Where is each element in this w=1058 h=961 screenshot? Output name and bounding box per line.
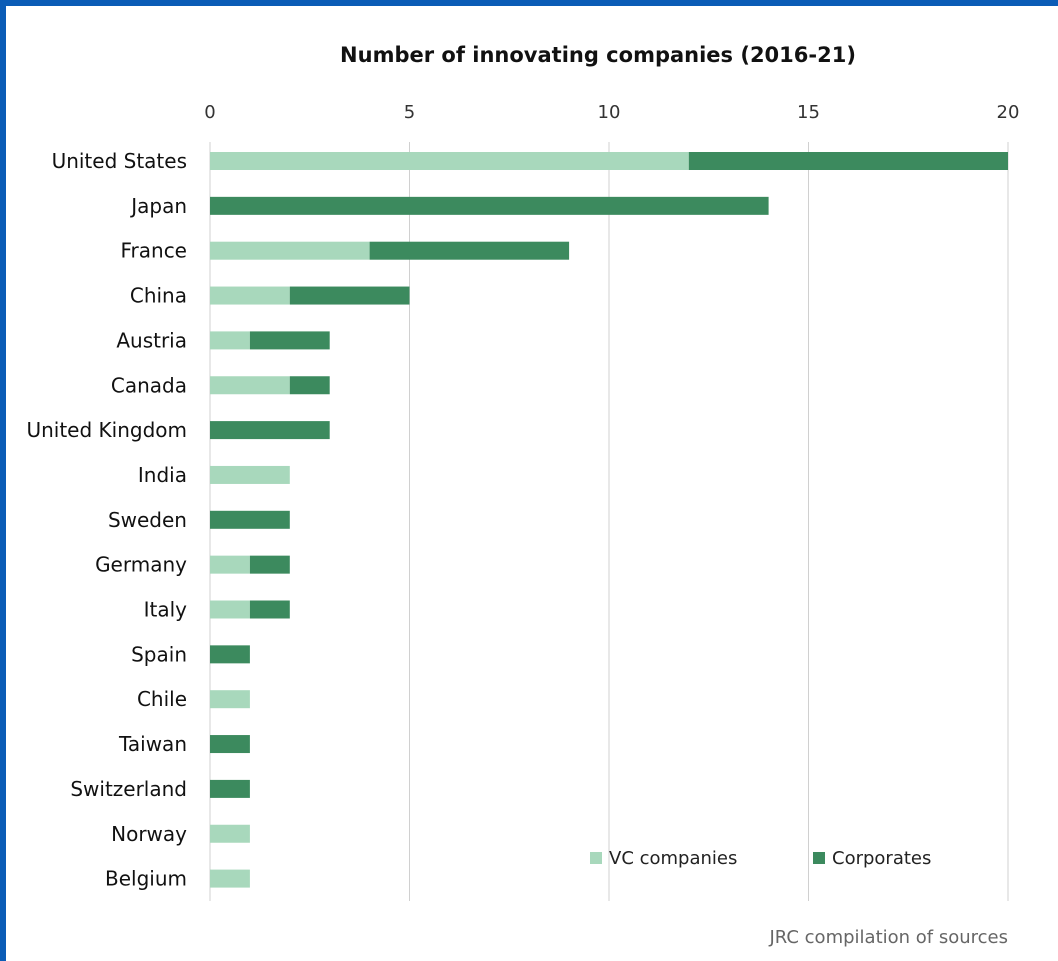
- bar-vc-companies: [210, 331, 250, 350]
- bar-vc-companies: [210, 152, 689, 170]
- category-label: Japan: [129, 194, 187, 218]
- bar-vc-companies: [210, 555, 250, 574]
- category-label: Germany: [95, 553, 187, 577]
- bar-corporates: [210, 421, 330, 440]
- bar-corporates: [210, 196, 769, 215]
- bar-corporates: [369, 241, 570, 260]
- category-label: Austria: [116, 328, 187, 352]
- bar-corporates: [289, 376, 330, 395]
- legend-label: Corporates: [832, 848, 931, 869]
- bar-vc-companies: [210, 824, 250, 843]
- legend-swatch: [590, 852, 602, 864]
- chart-panel: Number of innovating companies (2016-21)…: [6, 6, 1058, 961]
- bar-vc-companies: [210, 465, 290, 484]
- category-label: France: [120, 239, 187, 263]
- category-label: Canada: [111, 373, 187, 397]
- bar-corporates: [249, 600, 290, 619]
- chart-title: Number of innovating companies (2016-21): [340, 43, 856, 67]
- category-label: Chile: [137, 687, 187, 711]
- category-label: United States: [52, 149, 187, 173]
- category-label: China: [130, 284, 187, 308]
- x-tick-label: 5: [404, 102, 415, 123]
- category-label: Belgium: [105, 867, 187, 891]
- bar-corporates: [249, 331, 330, 350]
- x-tick-label: 15: [797, 102, 820, 123]
- source-note: JRC compilation of sources: [769, 927, 1008, 948]
- category-label: United Kingdom: [26, 418, 187, 442]
- bar-vc-companies: [210, 286, 290, 305]
- bar-corporates: [210, 779, 250, 798]
- category-label: Sweden: [108, 508, 187, 532]
- bar-corporates: [289, 286, 410, 305]
- bar-corporates: [210, 645, 250, 664]
- x-tick-label: 20: [997, 102, 1020, 123]
- legend-swatch: [813, 852, 825, 864]
- chart-canvas: 0 5 10 15 20 United States Japan France China Aus…: [26, 102, 1020, 901]
- category-label: Italy: [144, 598, 188, 622]
- x-tick-label: 10: [598, 102, 621, 123]
- bar-vc-companies: [210, 241, 370, 260]
- bar-vc-companies: [210, 376, 290, 395]
- category-label: Switzerland: [70, 777, 187, 801]
- legend-label: VC companies: [609, 848, 737, 869]
- bar-corporates: [210, 510, 290, 529]
- category-label: Spain: [131, 642, 187, 666]
- bar-corporates: [688, 152, 1008, 170]
- x-tick-label: 0: [204, 102, 215, 123]
- bar-corporates: [210, 735, 250, 754]
- category-label: Taiwan: [118, 732, 187, 756]
- category-label: India: [138, 463, 187, 487]
- category-label: Norway: [111, 822, 187, 846]
- bar-vc-companies: [210, 690, 250, 709]
- bar-corporates: [249, 555, 290, 574]
- bar-vc-companies: [210, 600, 250, 619]
- bar-vc-companies: [210, 869, 250, 888]
